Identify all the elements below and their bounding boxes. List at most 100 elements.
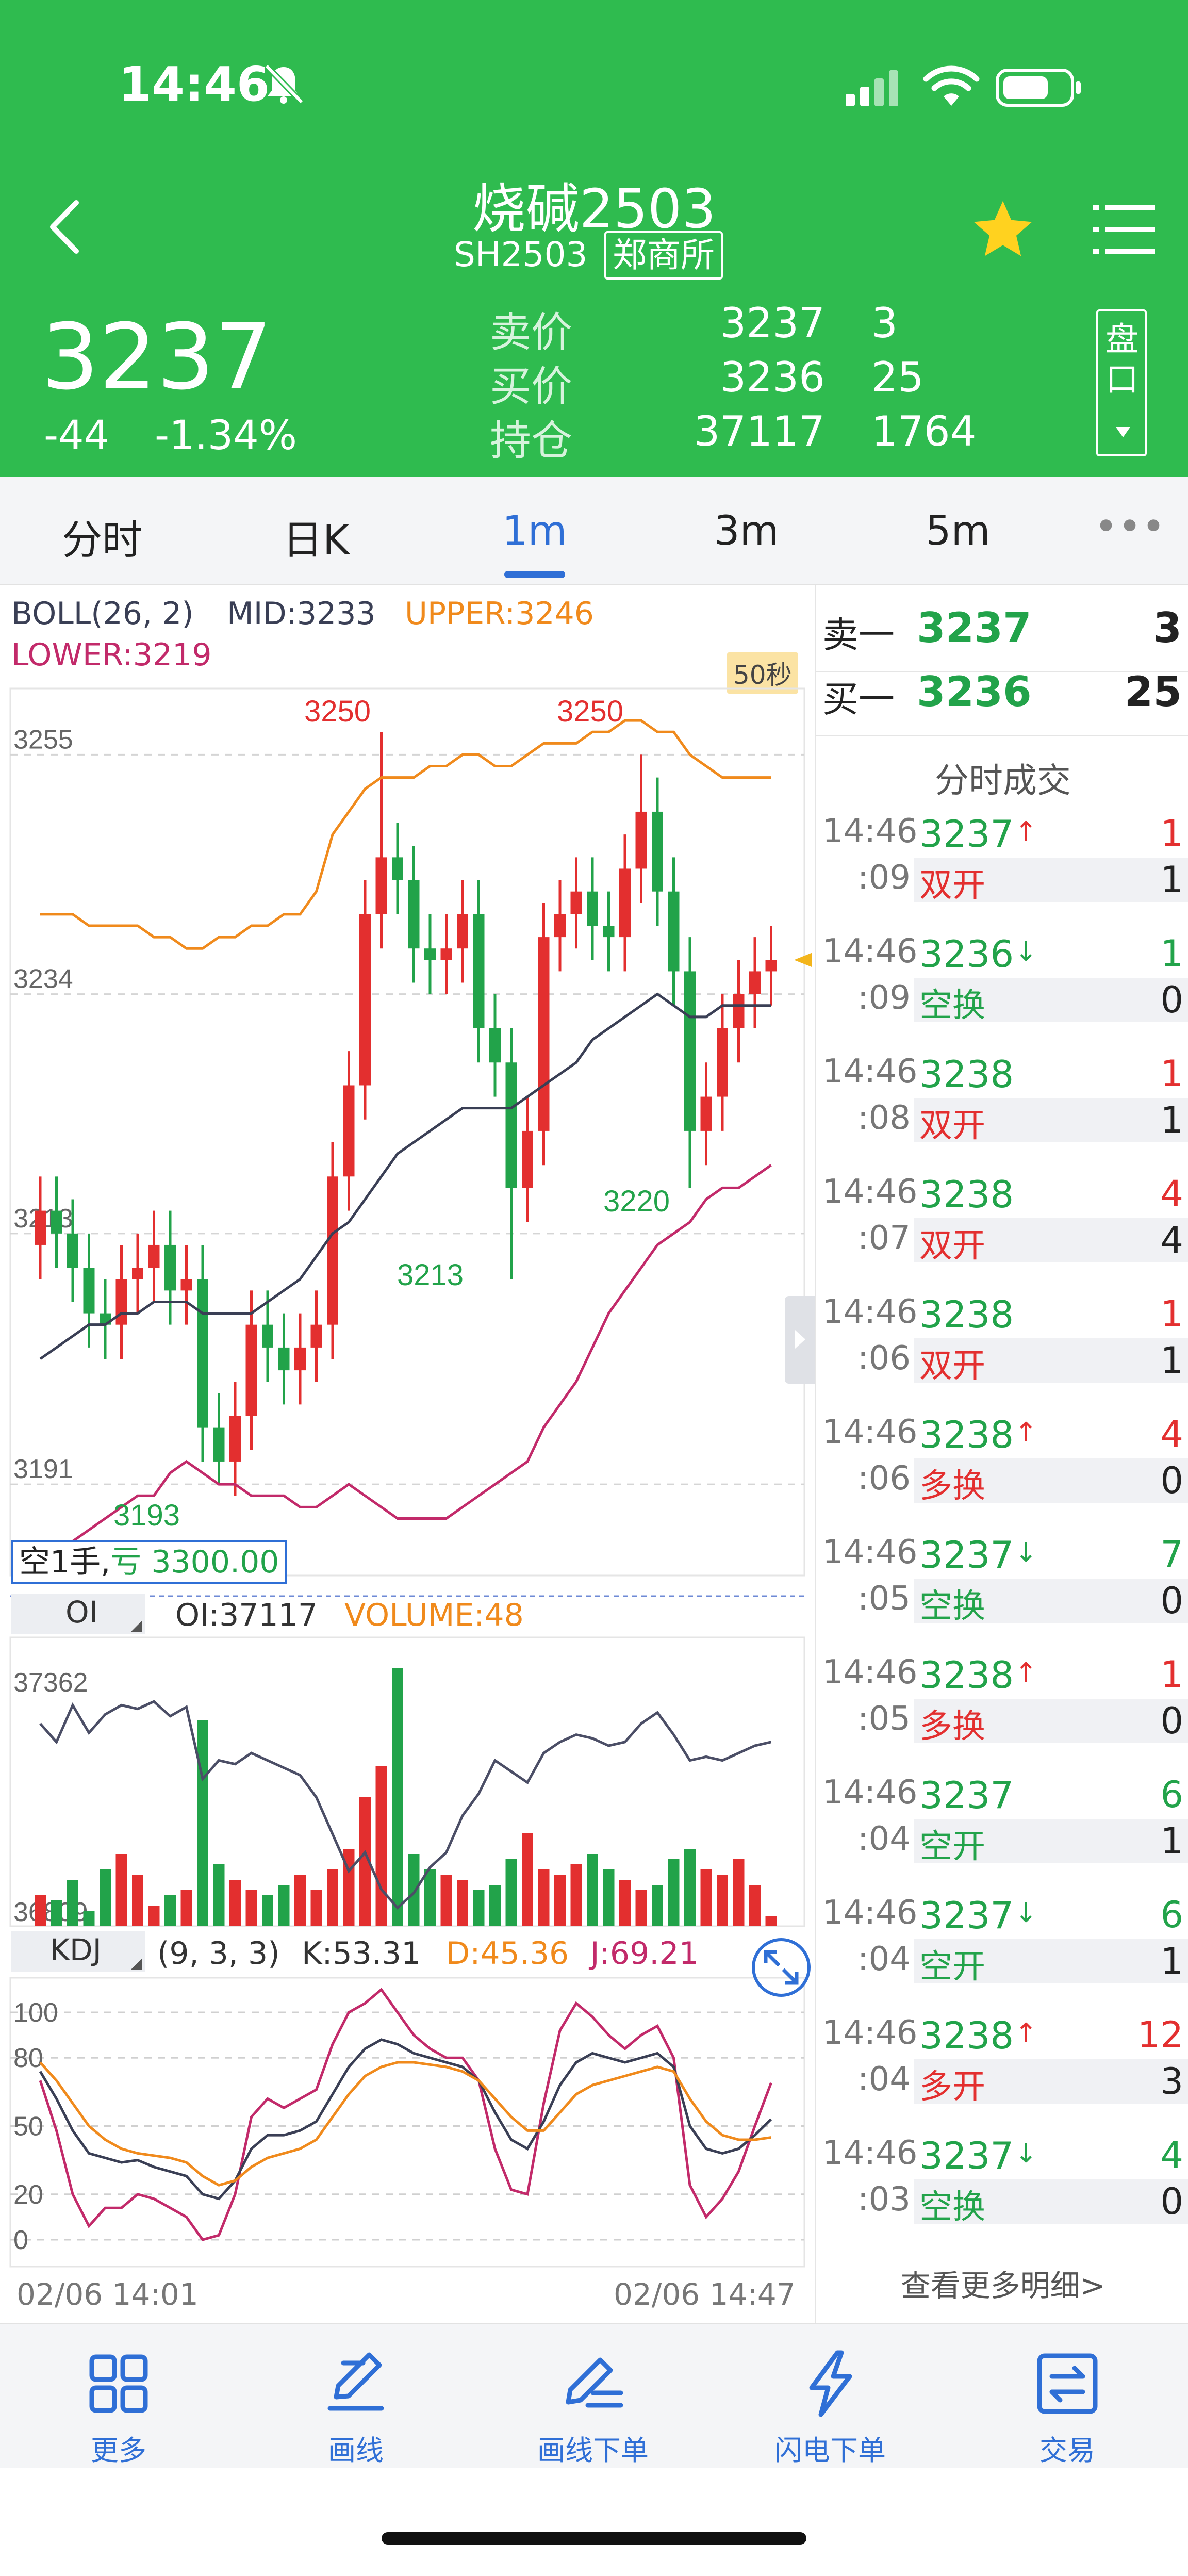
tab-intraday[interactable]: 分时	[62, 517, 143, 564]
candle-body	[359, 914, 371, 1086]
volume-bar	[83, 1911, 95, 1926]
trade-icon	[1037, 2353, 1098, 2414]
trade-type-bg	[914, 1819, 1188, 1863]
home-indicator	[382, 2532, 806, 2545]
trade-row: 14:46 3237 ↓ 7:05 空换 0	[816, 1533, 1188, 1652]
volume-value-label: VOLUME:48	[344, 1597, 524, 1633]
candle-body	[294, 1347, 306, 1371]
draw-line-icon	[327, 2352, 384, 2411]
candle-body	[375, 857, 387, 914]
candle-body	[424, 948, 436, 960]
volume-panel-frame	[9, 1636, 805, 1927]
orderbook-toggle-button[interactable]: 盘口	[1096, 309, 1147, 456]
nav-trade-button[interactable]: 交易	[949, 2324, 1186, 2469]
candle-body	[700, 1096, 712, 1131]
kdj-tab-label: KDJ	[50, 1932, 102, 1967]
bottom-toolbar: 更多 画线 画线下单 闪电下单	[0, 2323, 1188, 2468]
price-change: -44	[44, 413, 110, 459]
chart-area[interactable]: BOLL(26, 2) MID:3233 UPPER:3246 LOWER:32…	[0, 585, 815, 2323]
trade-panel: 卖一 3237 3 买一 3236 25 分时成交 14:46 3237 ↑ 1:09…	[815, 585, 1188, 2323]
boll-label: BOLL(26, 2)	[11, 596, 194, 632]
draw-order-icon	[566, 2357, 623, 2408]
star-icon[interactable]	[969, 196, 1036, 263]
trade-open-interest: 0	[1160, 1459, 1183, 1502]
candle-body	[83, 1268, 95, 1314]
bid-label: 买一	[822, 678, 895, 720]
quote-qty: 3	[871, 299, 898, 347]
trade-time: 14:46	[822, 1653, 918, 1692]
trade-time: 14:46	[822, 1293, 918, 1331]
more-details-link[interactable]: 查看更多明细>	[900, 2268, 1106, 2303]
lightning-icon	[809, 2350, 852, 2417]
contract-code: SH2503	[454, 235, 588, 274]
volume-bar	[440, 1875, 452, 1926]
ask-price: 3237	[917, 604, 1032, 652]
candle-body	[51, 1210, 62, 1234]
trade-type-bg	[914, 1699, 1188, 1743]
trade-volume: 6	[1160, 1894, 1183, 1936]
trade-row: 14:46 3237 ↓ 6:04 空开 1	[816, 1894, 1188, 2012]
candlestick-chart[interactable]: 3255323432133191325032503213322031933736…	[0, 585, 815, 2323]
volume-bar	[51, 1900, 62, 1926]
bid-volume: 25	[1124, 668, 1182, 716]
boll-lower-line	[39, 1164, 772, 1577]
position-badge-pnl: 亏 3300.00	[110, 1544, 279, 1580]
quote-label: 买价	[490, 363, 572, 411]
trade-volume: 1	[1160, 1053, 1183, 1095]
nav-more-button[interactable]: 更多	[0, 2324, 237, 2469]
volume-bar	[213, 1864, 225, 1926]
volume-bar	[327, 1869, 338, 1926]
exchange-badge: 郑商所	[604, 231, 723, 280]
tab-daily-k[interactable]: 日K	[283, 517, 350, 564]
menu-icon[interactable]	[1093, 201, 1155, 258]
volume-bar	[35, 1895, 46, 1926]
nav-draw-order-button[interactable]: 画线下单	[474, 2324, 712, 2469]
back-icon[interactable]	[46, 199, 82, 255]
trade-volume: 4	[1160, 1413, 1183, 1455]
trade-open-interest: 0	[1160, 2180, 1183, 2223]
ask-label: 卖一	[822, 614, 895, 656]
panel-collapse-handle[interactable]	[785, 1296, 815, 1384]
volume-bar	[505, 1859, 517, 1926]
trade-type-bg	[914, 1098, 1188, 1142]
nav-draw-order-label: 画线下单	[537, 2434, 649, 2467]
boll-lower-label: LOWER:3219	[11, 637, 212, 673]
trade-direction-icon: ↑	[1015, 816, 1037, 847]
nav-draw-line-button[interactable]: 画线	[237, 2324, 474, 2469]
candle-body	[554, 914, 566, 938]
trade-seconds: :06	[857, 1339, 911, 1377]
candle-body	[343, 1085, 355, 1177]
expand-chart-icon[interactable]	[750, 1937, 812, 1998]
trade-price: 3238	[919, 1173, 1014, 1216]
trade-type: 多换	[919, 1708, 985, 1746]
volume-bar	[554, 1875, 566, 1926]
grid-icon	[89, 2354, 148, 2413]
tab-5m[interactable]: 5m	[926, 508, 991, 554]
kdj-tab[interactable]: KDJ	[11, 1931, 145, 1972]
trade-type: 空换	[919, 1587, 985, 1626]
candle-body	[278, 1347, 290, 1371]
trade-type-bg	[914, 1579, 1188, 1623]
nav-lightning-order-button[interactable]: 闪电下单	[712, 2324, 949, 2469]
trade-type: 双开	[919, 1347, 985, 1385]
price-annotation: 3250	[557, 695, 623, 728]
oi-line	[39, 1700, 772, 1910]
candle-body	[262, 1324, 273, 1348]
candle-body	[310, 1324, 322, 1348]
trade-open-interest: 4	[1160, 1219, 1183, 1261]
mute-icon	[264, 63, 304, 105]
volume-bar	[229, 1880, 241, 1926]
tab-3m[interactable]: 3m	[714, 508, 779, 554]
trade-time: 14:46	[822, 2134, 918, 2172]
trade-type-bg	[914, 1939, 1188, 1983]
trade-price: 3238	[919, 1413, 1014, 1456]
tabs-more-button[interactable]: •••	[1094, 504, 1166, 550]
oi-tab[interactable]: OI	[11, 1594, 145, 1634]
boll-upper-line	[40, 719, 771, 950]
signal-icon	[846, 70, 898, 106]
position-badge[interactable]: 空1手,亏 3300.00	[11, 1540, 287, 1584]
volume-bar	[180, 1890, 192, 1926]
volume-bar	[424, 1869, 436, 1926]
tab-1m[interactable]: 1m	[502, 508, 567, 554]
volume-bar	[652, 1885, 663, 1926]
